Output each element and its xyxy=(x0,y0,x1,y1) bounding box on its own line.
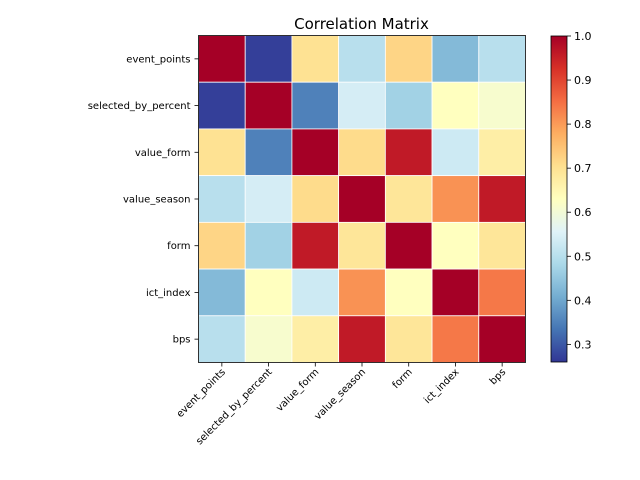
heatmap-cell xyxy=(198,315,246,363)
heatmap-cell xyxy=(244,221,293,270)
heatmap-cell xyxy=(244,35,293,83)
colorbar xyxy=(550,35,568,363)
heatmap-cell xyxy=(384,221,433,270)
heatmap-cell xyxy=(244,175,293,223)
x-tick-label: form xyxy=(391,367,415,391)
heatmap-cell xyxy=(338,81,386,130)
heatmap-cell xyxy=(384,315,433,363)
heatmap-cell xyxy=(478,35,526,83)
heatmap-cell xyxy=(431,221,480,270)
heatmap-cell xyxy=(431,175,480,223)
heatmap-cell xyxy=(291,268,340,317)
heatmap-cell xyxy=(478,315,526,363)
heatmap-cell xyxy=(384,268,433,317)
colorbar-tick-label: 0.4 xyxy=(574,294,592,307)
y-tick-label: form xyxy=(167,241,190,252)
heatmap-cell xyxy=(384,81,433,130)
colorbar-tick-label: 0.3 xyxy=(574,338,592,351)
colorbar-tick-label: 1.0 xyxy=(574,30,592,43)
heatmap-cell xyxy=(291,35,340,83)
heatmap-cell xyxy=(198,128,246,177)
heatmap-cell xyxy=(244,315,293,363)
heatmap-cell xyxy=(244,81,293,130)
x-tick-label: bps xyxy=(488,367,508,387)
heatmap-cell xyxy=(431,268,480,317)
heatmap-cell xyxy=(338,128,386,177)
y-tick-label: value_form xyxy=(135,148,191,159)
heatmap-cell xyxy=(338,268,386,317)
chart-title: Correlation Matrix xyxy=(294,15,429,33)
heatmap-cell xyxy=(478,128,526,177)
heatmap-cell xyxy=(291,221,340,270)
heatmap-cell xyxy=(384,128,433,177)
y-tick-label: selected_by_percent xyxy=(88,101,191,112)
y-tick-label: ict_index xyxy=(146,288,191,299)
heatmap-cell xyxy=(431,35,480,83)
heatmap-cell xyxy=(244,128,293,177)
heatmap-cell xyxy=(338,315,386,363)
heatmap-cell xyxy=(338,221,386,270)
x-tick-label: ict_index xyxy=(422,367,461,406)
heatmap-cell xyxy=(478,175,526,223)
colorbar-tick-label: 0.6 xyxy=(574,206,592,219)
heatmap-cell xyxy=(198,35,246,83)
heatmap-cell xyxy=(384,35,433,83)
heatmap-cell xyxy=(478,268,526,317)
heatmap-cell xyxy=(478,221,526,270)
heatmap-cell xyxy=(198,81,246,130)
colorbar-tick-label: 0.7 xyxy=(574,162,592,175)
heatmap-cell xyxy=(291,315,340,363)
heatmap-cells xyxy=(198,35,526,363)
heatmap-cell xyxy=(198,268,246,317)
heatmap-cell xyxy=(244,268,293,317)
x-tick-label: value_form xyxy=(274,367,321,414)
heatmap-cell xyxy=(291,175,340,223)
y-tick-label: bps xyxy=(173,335,191,346)
y-axis-ticks: event_points selected_by_percent value_for… xyxy=(88,54,199,346)
heatmap-cell xyxy=(338,35,386,83)
y-tick-label: event_points xyxy=(126,54,190,65)
heatmap-cell xyxy=(291,81,340,130)
colorbar-ticks: 0.3 0.4 0.5 0.6 0.7 0.8 0.9 1.0 xyxy=(567,30,592,351)
heatmap-cell xyxy=(431,81,480,130)
colorbar-tick-label: 0.5 xyxy=(574,250,592,263)
colorbar-tick-label: 0.9 xyxy=(574,74,592,87)
heatmap-cell xyxy=(431,128,480,177)
heatmap-cell xyxy=(198,221,246,270)
heatmap-cell xyxy=(431,315,480,363)
heatmap-cell xyxy=(198,175,246,223)
heatmap-cell xyxy=(338,175,386,223)
x-tick-label: selected_by_percent xyxy=(194,367,275,448)
y-tick-label: value_season xyxy=(123,195,190,206)
x-tick-label: event_points xyxy=(175,367,228,420)
heatmap-cell xyxy=(384,175,433,223)
heatmap-cell xyxy=(291,128,340,177)
x-tick-label: value_season xyxy=(313,367,368,422)
colorbar-tick-label: 0.8 xyxy=(574,118,592,131)
heatmap-cell xyxy=(478,81,526,130)
